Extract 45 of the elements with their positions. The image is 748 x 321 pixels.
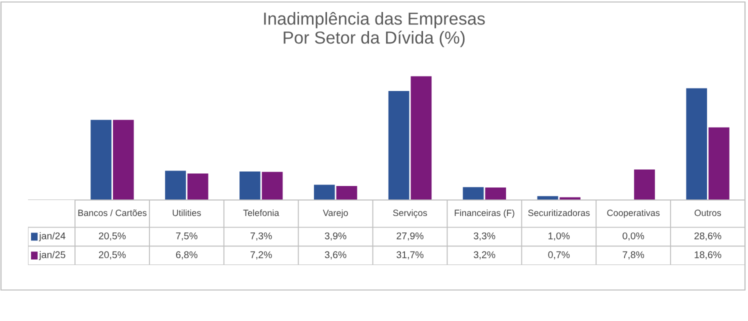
bar — [165, 170, 186, 200]
data-label: 3,2% — [474, 251, 496, 260]
data-label: 20,5% — [98, 251, 126, 260]
data-label: 0,7% — [548, 251, 570, 260]
bar — [90, 120, 112, 200]
bar — [462, 187, 484, 200]
bar — [634, 170, 655, 200]
x-tick-label: Outros — [694, 210, 721, 216]
bar — [240, 171, 260, 200]
legend-label: jan/24 — [38, 232, 66, 242]
bar — [187, 173, 208, 200]
x-tick-label: Securitizadoras — [528, 209, 590, 216]
data-label: 0,0% — [622, 232, 644, 240]
bar — [336, 186, 358, 200]
x-tick-label: Financeiras (F) — [454, 209, 514, 218]
bar — [686, 88, 708, 200]
x-tick-label: Bancos / Cartões — [78, 209, 147, 216]
data-label: 1,0% — [548, 232, 570, 240]
bar — [262, 172, 283, 200]
legend-label: jan/25 — [38, 251, 66, 260]
data-label: 7,8% — [622, 251, 644, 260]
bar — [410, 76, 432, 200]
bar — [388, 91, 410, 200]
data-label: 7,2% — [250, 251, 272, 260]
bar — [112, 120, 134, 200]
data-label: 18,6% — [694, 251, 722, 260]
data-label: 3,9% — [324, 232, 346, 240]
x-tick-label: Telefonia — [243, 209, 280, 216]
data-label: 20,5% — [98, 232, 126, 240]
data-label: 28,6% — [694, 232, 722, 240]
data-label: 7,5% — [176, 232, 198, 240]
data-label: 3,3% — [474, 232, 496, 240]
data-label: 27,9% — [396, 232, 424, 240]
x-tick-label: Varejo — [322, 209, 348, 218]
data-label: 6,8% — [176, 251, 198, 260]
data-label: 7,3% — [250, 232, 272, 240]
data-label: 3,6% — [324, 251, 346, 260]
x-tick-label: Serviços — [393, 209, 427, 218]
x-tick-label: Cooperativas — [607, 209, 660, 218]
data-label: 31,7% — [396, 251, 424, 260]
bar — [708, 127, 730, 200]
bar — [314, 184, 335, 200]
bar — [485, 188, 506, 200]
x-tick-label: Utilities — [172, 209, 201, 216]
chart-title: Inadimplência das Empresas Por Setor da Dívida (%) — [264, 12, 485, 48]
